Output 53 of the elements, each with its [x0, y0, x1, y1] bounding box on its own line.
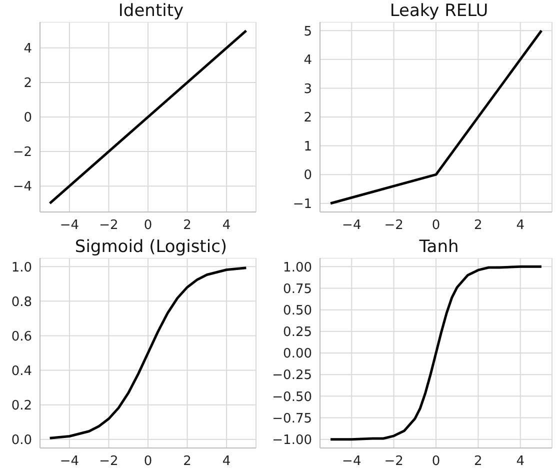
y-tick-label: 1: [304, 139, 312, 154]
y-tick-label: −0.75: [272, 411, 312, 426]
x-tick-label: −4: [342, 454, 362, 470]
y-tick-label: 0.25: [283, 325, 312, 340]
x-tick-label: 0: [432, 454, 440, 470]
x-tick-label: 4: [222, 454, 231, 470]
y-tick-label: 0.50: [283, 303, 312, 318]
x-tick-label: −4: [60, 454, 80, 470]
y-tick-label: 1.0: [11, 260, 32, 276]
x-tick-label: −4: [342, 218, 362, 234]
chart-title: Tanh: [418, 236, 460, 258]
x-tick-label: 0: [144, 218, 152, 234]
y-tick-label: 4: [24, 42, 32, 57]
x-tick-label: 2: [474, 454, 482, 470]
x-tick-label: 4: [516, 218, 525, 234]
y-tick-label: 0.8: [11, 294, 32, 310]
x-tick-label: −4: [60, 218, 80, 234]
y-tick-label: −2: [12, 145, 32, 160]
y-tick-label: 0.75: [283, 282, 312, 297]
y-tick-label: 0.2: [11, 398, 32, 414]
line-series: [329, 265, 543, 441]
x-tick-label: 0: [432, 218, 440, 234]
x-tick-label: 4: [516, 454, 525, 470]
y-tick-label: 0: [304, 168, 312, 184]
x-tick-label: 2: [183, 454, 192, 470]
chart-title: Sigmoid (Logistic): [74, 236, 228, 258]
y-tick-label: −1.00: [272, 432, 312, 448]
y-tick-label: −0.25: [272, 368, 312, 384]
y-tick-label: 3: [304, 82, 312, 97]
y-tick-label: 2: [24, 76, 32, 92]
y-tick-label: 0.4: [11, 364, 32, 379]
y-tick-label: −1: [292, 196, 312, 212]
x-tick-label: −2: [384, 454, 404, 470]
y-tick-label: −0.50: [272, 390, 312, 405]
line-series: [48, 266, 248, 440]
y-tick-label: 2: [304, 110, 312, 126]
x-tick-label: −2: [384, 218, 404, 234]
y-tick-label: 4: [304, 53, 312, 68]
x-tick-label: 2: [474, 218, 482, 234]
y-tick-label: 0.00: [283, 346, 312, 362]
y-tick-label: 5: [304, 24, 312, 40]
x-tick-label: 2: [183, 218, 192, 234]
y-tick-label: 0.0: [11, 432, 32, 448]
chart-title: Identity: [117, 0, 185, 22]
y-tick-label: 0: [24, 110, 32, 126]
x-tick-label: −2: [99, 454, 118, 470]
y-tick-label: 0.6: [11, 329, 32, 344]
x-tick-label: −2: [99, 218, 118, 234]
y-tick-label: −4: [12, 180, 32, 195]
chart-title: Leaky RELU: [388, 0, 490, 22]
x-tick-label: 4: [222, 218, 231, 234]
y-tick-label: 1.00: [283, 260, 312, 276]
x-tick-label: 0: [144, 454, 152, 470]
